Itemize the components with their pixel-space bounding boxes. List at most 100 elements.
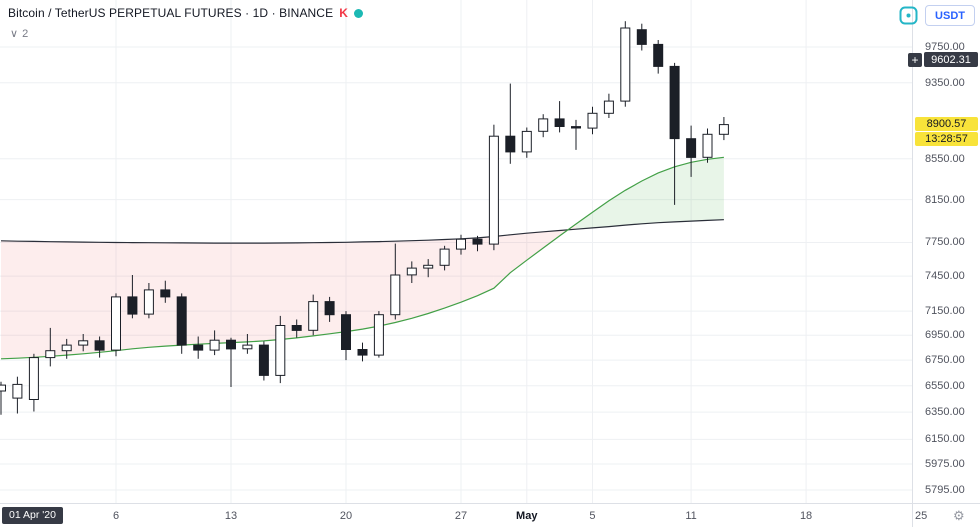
candle [718, 117, 729, 141]
ma-fill-segment [346, 241, 363, 332]
candle [636, 23, 647, 51]
ma-fill-segment [608, 190, 626, 227]
chevron-down-icon: ∨ [10, 28, 19, 40]
usdt-button[interactable]: USDT [925, 5, 975, 26]
indicators-collapse-button[interactable]: ∨ 2 [10, 27, 29, 41]
time-tick-label: 13 [224, 509, 238, 522]
price-tick-label: 6150.00 [925, 433, 965, 446]
indicators-count: 2 [22, 27, 29, 40]
ma-fill-segment [280, 242, 297, 340]
candle [702, 128, 713, 163]
candle [291, 319, 302, 338]
candle [439, 245, 450, 271]
time-tick-label: 5 [589, 509, 596, 522]
rounded-square-icon [899, 6, 918, 25]
candle [45, 327, 56, 367]
symbol-title[interactable]: Bitcoin / TetherUS PERPETUAL FUTURES · 1… [8, 6, 334, 20]
status-dot-icon [353, 8, 363, 18]
candle [209, 330, 220, 356]
candle [521, 127, 532, 158]
fast-ma-line [0, 156, 724, 360]
candle [472, 235, 483, 252]
candlestick-chart[interactable] [0, 0, 912, 503]
candle [554, 101, 565, 133]
time-tick-label: 11 [685, 509, 697, 522]
ma-fill-segment [674, 162, 692, 222]
price-tick-label: 6550.00 [925, 379, 965, 392]
ma-fill-segment [17, 241, 34, 359]
ma-fill-segment [543, 230, 560, 248]
ma-fill-segment [66, 241, 84, 356]
candle [653, 40, 664, 74]
candle [571, 119, 581, 150]
candle [176, 293, 187, 354]
ma-fill-segment [148, 242, 166, 348]
candle [423, 259, 434, 278]
candle [620, 21, 631, 107]
start-date-label: 01 Apr '20 [2, 507, 63, 524]
ma-fill-segment [477, 236, 494, 296]
price-axis[interactable]: + 9602.31 8900.57 13:28:57 9750.00 9350.0… [908, 0, 980, 503]
time-tick-label: 18 [799, 509, 813, 522]
ma-fill-segment [707, 157, 724, 221]
price-tick-label: 5975.00 [925, 457, 965, 470]
ma-fill-segment [592, 200, 609, 228]
candle [143, 283, 154, 319]
ma-fill-segment [263, 243, 281, 341]
ma-fill-segment [691, 159, 708, 222]
add-alert-plus-button[interactable]: + [908, 52, 922, 67]
candle [324, 296, 335, 322]
time-tick-label: 6 [112, 509, 120, 522]
candle [669, 62, 680, 205]
axis-settings-corner: ⚙ [912, 503, 980, 527]
ma-fill-segment [132, 242, 149, 349]
candle [78, 334, 89, 352]
price-tick-label: 6750.00 [925, 354, 965, 367]
ma-fill-segment [214, 243, 231, 344]
cyan-app-icon[interactable] [898, 5, 919, 26]
candle [193, 336, 204, 359]
candle [12, 376, 23, 414]
ma-fill-segment [33, 241, 51, 358]
candle [61, 338, 72, 359]
price-tick-label: 7450.00 [925, 270, 965, 283]
ma-fill-segment [493, 234, 511, 289]
time-axis[interactable]: 01 Apr '20 6 13 20 27 May 5 11 18 25 [0, 503, 980, 527]
ma-fill-segment [1, 240, 18, 359]
candle [488, 124, 499, 251]
candle [127, 275, 138, 319]
price-tick-label: 6350.00 [925, 406, 965, 419]
candle [456, 234, 466, 255]
ma-fill-segment [83, 242, 100, 354]
candle [686, 125, 697, 177]
price-tick-label: 9750.00 [925, 41, 965, 53]
time-tick-label: 25 [914, 509, 928, 522]
ma-fill-segment [50, 241, 67, 357]
price-tick-label: 6950.00 [925, 329, 965, 342]
price-tick-label: 8150.00 [925, 193, 965, 206]
ma-fill-segment [247, 243, 264, 342]
price-tick-label: 8550.00 [925, 152, 965, 165]
time-tick-label: May [516, 509, 538, 522]
ma-fill-segment [658, 166, 675, 223]
ma-fill-segment [641, 172, 659, 224]
ma-fill-segment [526, 231, 544, 261]
candle [111, 293, 121, 357]
candle [373, 311, 384, 358]
top-right-toolbar: USDT [898, 5, 975, 26]
price-tick-label: 7750.00 [925, 236, 965, 249]
candle [538, 114, 549, 138]
gear-icon[interactable]: ⚙ [953, 507, 965, 523]
ma-fill-segment [362, 241, 379, 330]
candle [390, 243, 401, 320]
ma-fill-segment [625, 181, 642, 226]
candle [357, 342, 368, 362]
candle [308, 294, 319, 336]
candle [341, 311, 351, 361]
slow-ma-line [0, 219, 724, 244]
candle [406, 261, 417, 283]
price-tick-label: 5795.00 [925, 484, 965, 496]
ma-fill-segment [411, 240, 429, 319]
ma-fill-segment [576, 212, 593, 230]
